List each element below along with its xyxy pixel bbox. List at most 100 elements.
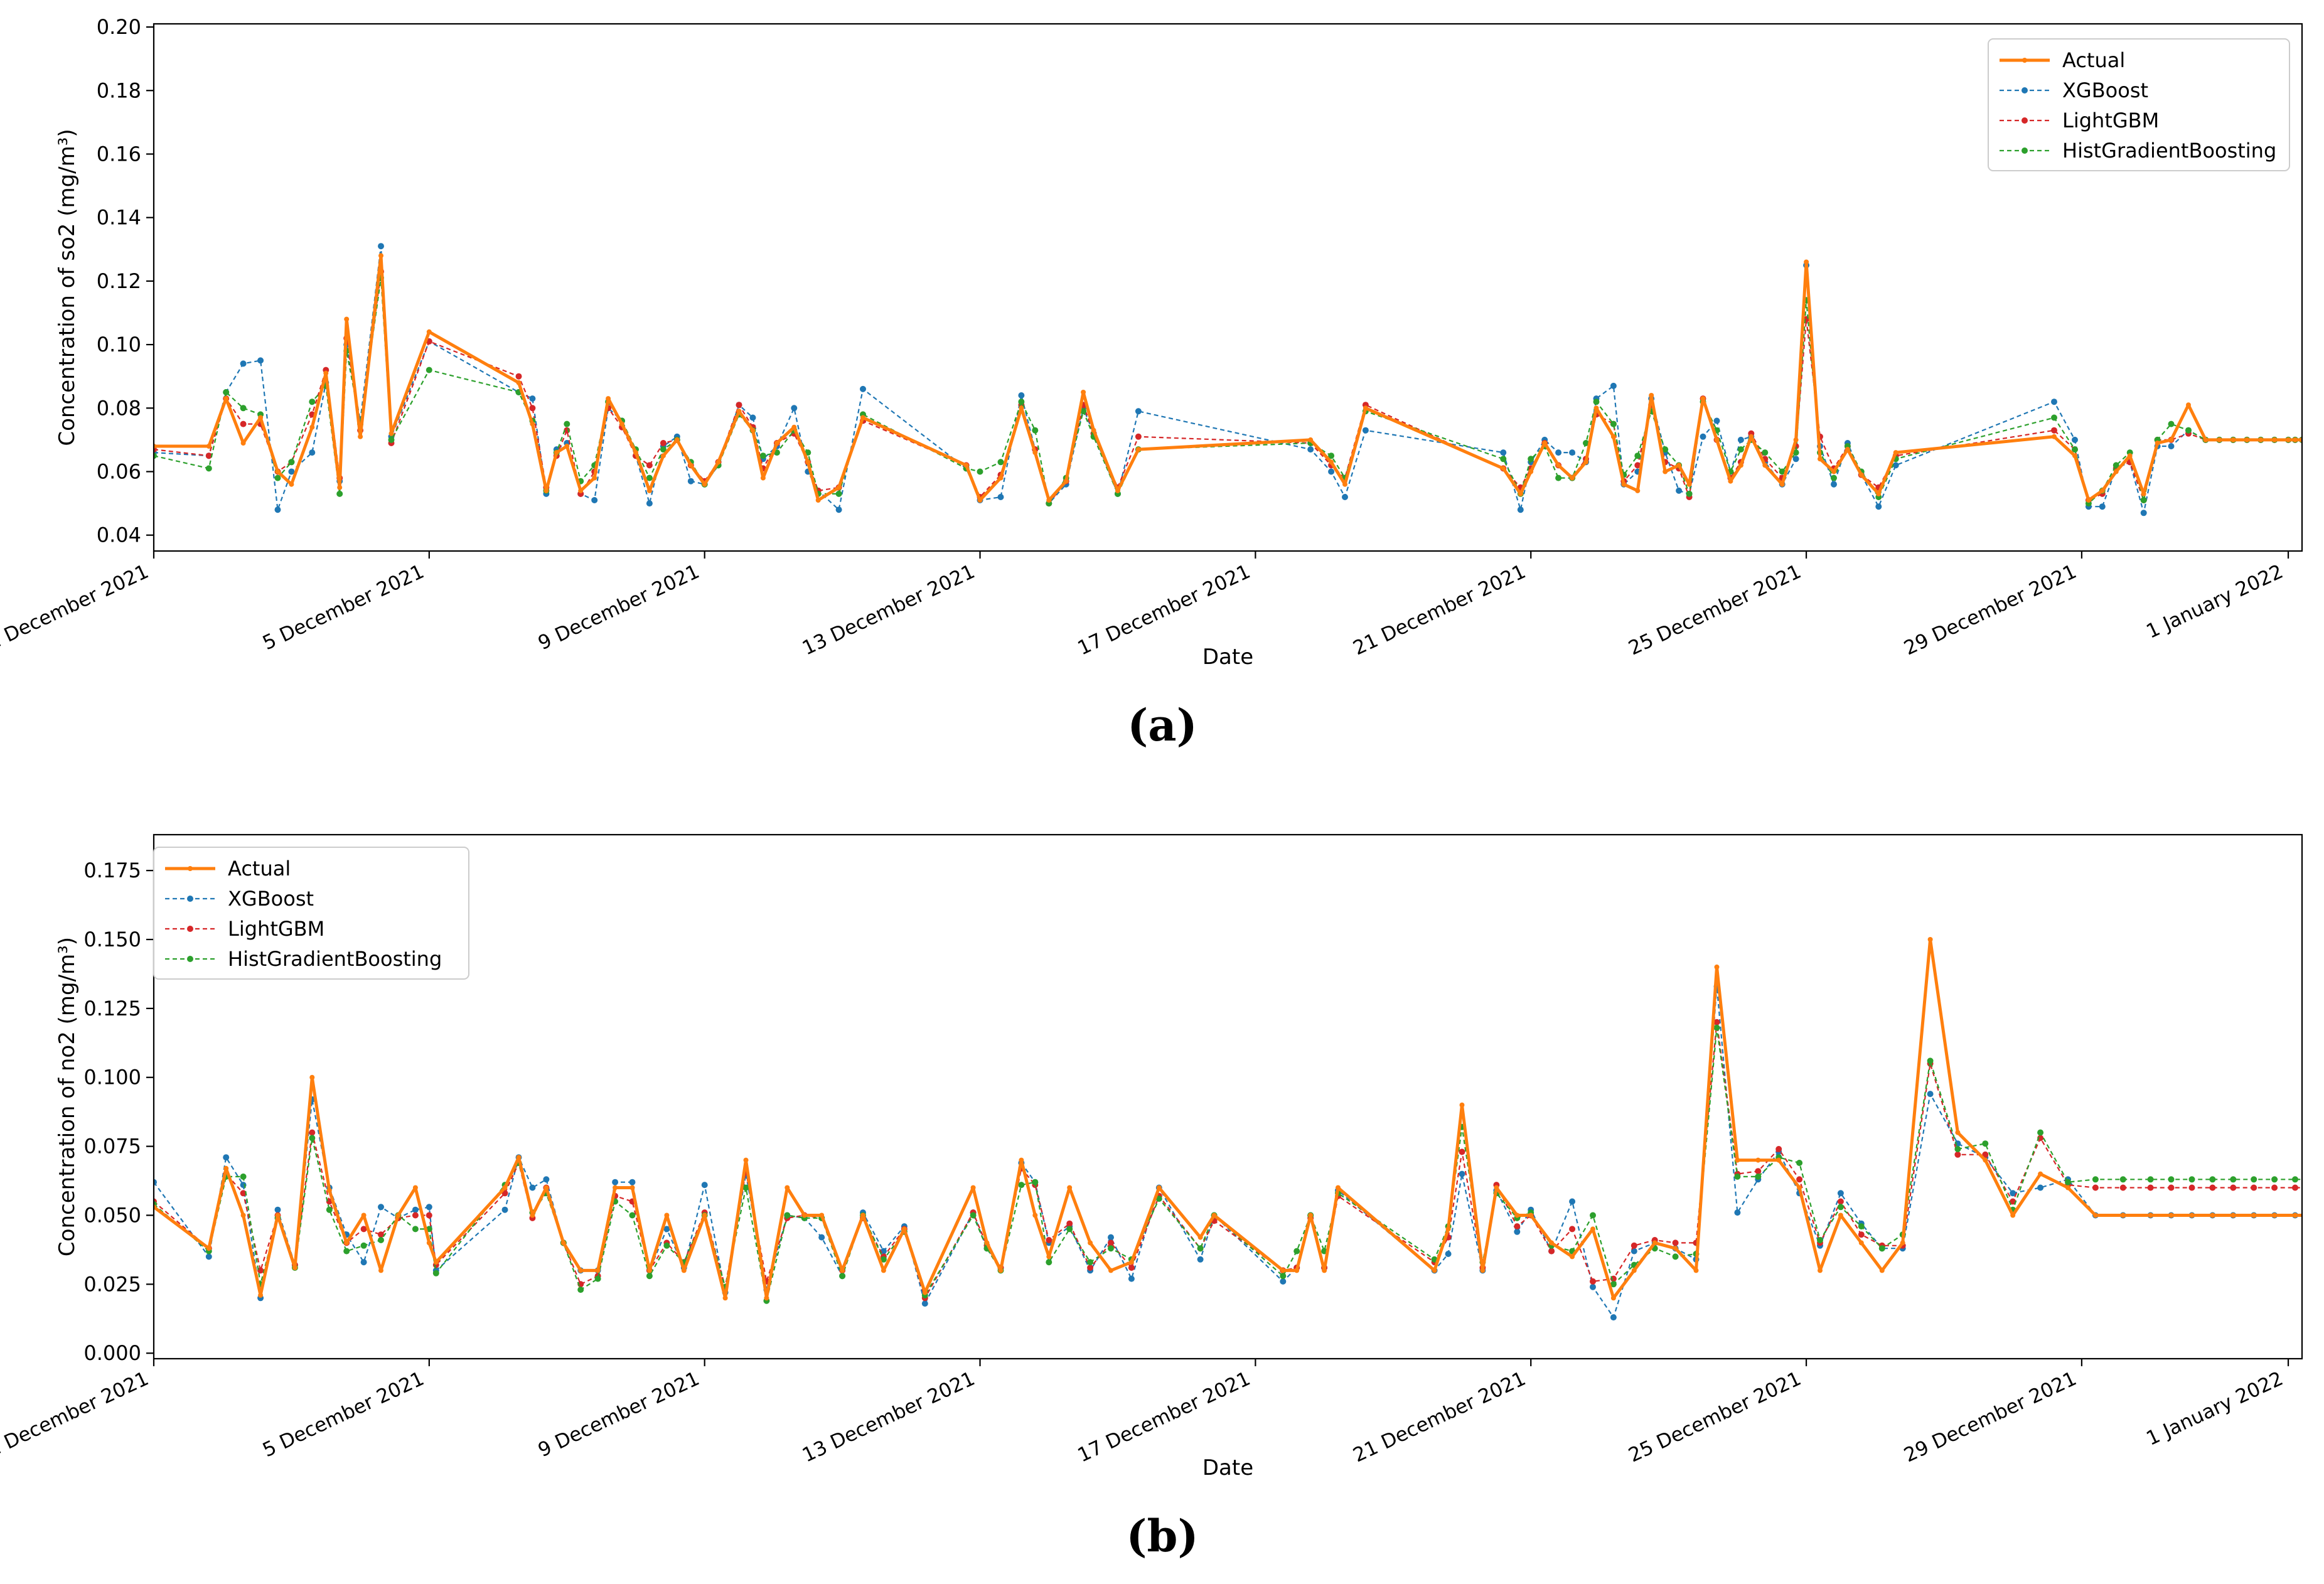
data-point-actual [1593,405,1599,411]
data-point-lightgbm [1066,1220,1073,1227]
data-point-histgradientboosting [2092,1176,2099,1183]
data-point-histgradientboosting [1590,1212,1596,1219]
data-point-actual [1858,1240,1864,1246]
data-point-actual [2168,437,2174,442]
data-point-histgradientboosting [288,459,295,466]
data-point-actual [592,475,597,481]
data-point-xgboost [274,506,281,513]
data-point-lightgbm [1982,1151,1989,1158]
data-point-actual [922,1290,928,1295]
data-point-actual [289,481,294,487]
data-point-actual [1032,450,1038,456]
data-point-xgboost [1307,446,1314,453]
data-point-xgboost [1927,1091,1934,1098]
data-point-actual [223,1165,229,1171]
data-point-actual [1818,456,1823,462]
data-point-actual [2251,1212,2257,1218]
data-point-actual [378,253,383,259]
data-point-histgradientboosting [839,1273,846,1280]
data-point-actual [2272,437,2278,442]
data-point-histgradientboosting [240,405,247,412]
data-point-actual [1542,441,1548,446]
data-point-actual [963,463,969,468]
data-point-actual [1549,1240,1555,1246]
data-point-lightgbm [1954,1151,1961,1158]
x-tick-label: 1 December 2021 [0,1367,152,1462]
data-point-xgboost [240,360,247,367]
data-point-actual [1779,481,1785,487]
data-point-actual [1494,1185,1499,1191]
data-point-xgboost [1018,392,1025,399]
data-point-xgboost [1831,481,1837,488]
data-point-xgboost [529,1184,536,1191]
data-point-xgboost [1342,494,1348,500]
legend-marker-lightgbm [2021,117,2028,124]
data-point-lightgbm [2147,1184,2154,1191]
data-point-actual [646,1268,652,1273]
data-point-xgboost [501,1206,508,1213]
data-point-actual [433,1260,439,1265]
data-point-actual [1091,427,1096,433]
data-point-xgboost [701,1182,708,1189]
data-point-histgradientboosting [2251,1176,2257,1183]
x-tick-label: 1 January 2022 [2143,560,2286,643]
data-point-xgboost [1610,382,1617,389]
data-point-histgradientboosting [1792,449,1799,456]
data-point-actual [1635,488,1641,493]
data-point-actual [977,498,983,503]
x-tick-label: 17 December 2021 [1074,1367,1254,1467]
data-point-actual [326,1187,332,1193]
data-point-xgboost [1500,449,1507,456]
data-point-histgradientboosting [205,465,212,472]
data-point-actual [1308,437,1314,442]
data-point-actual [1610,434,1616,439]
data-point-histgradientboosting [1713,1024,1720,1031]
data-point-actual [2092,1212,2098,1218]
data-point-histgradientboosting [784,1212,791,1219]
data-point-actual [801,1212,807,1218]
x-tick-label: 13 December 2021 [799,1367,978,1467]
data-point-actual [1845,447,1850,452]
data-point-actual [815,498,821,503]
plot-area [154,243,2318,516]
y-tick-label: 0.150 [83,928,141,951]
data-point-lightgbm [426,1212,432,1219]
data-point-xgboost [154,1179,157,1185]
data-point-xgboost [1590,1283,1596,1290]
data-point-xgboost [529,395,536,402]
series-line-histgradientboosting [154,277,2302,505]
x-tick-label: 9 December 2021 [535,1367,703,1462]
data-point-actual [2099,488,2105,493]
data-point-histgradientboosting [1032,1179,1039,1185]
data-point-histgradientboosting [1686,490,1693,497]
x-tick-label: 29 December 2021 [1900,1367,2080,1467]
data-point-actual [664,1212,670,1218]
data-point-histgradientboosting [1018,1182,1025,1189]
data-point-actual [2313,437,2318,442]
data-point-xgboost [2051,399,2057,405]
data-point-lightgbm [736,402,742,409]
data-point-actual [722,1295,728,1301]
data-point-xgboost [612,1179,619,1185]
data-point-histgradientboosting [412,1226,419,1233]
series-line-actual [154,938,2302,1300]
series-line-actual [154,254,2302,502]
data-point-actual [774,441,779,446]
data-point-actual [1459,1102,1465,1108]
data-point-xgboost [1555,449,1562,456]
data-point-histgradientboosting [2037,1129,2044,1136]
data-point-lightgbm [360,1226,367,1233]
data-point-histgradientboosting [1018,399,1025,405]
data-point-histgradientboosting [1293,1248,1300,1255]
data-point-actual [633,450,638,456]
data-point-histgradientboosting [2140,497,2147,503]
data-point-histgradientboosting [660,446,667,453]
data-point-actual [606,396,611,402]
data-point-actual [660,453,666,459]
data-point-actual [619,421,624,427]
data-point-histgradientboosting [1197,1245,1204,1252]
legend: Actual XGBoost LightGBM HistGradientBoostin… [1988,38,2290,171]
data-point-actual [1019,405,1024,411]
x-axis-label: Date [1202,1455,1253,1480]
data-point-actual [578,488,584,493]
